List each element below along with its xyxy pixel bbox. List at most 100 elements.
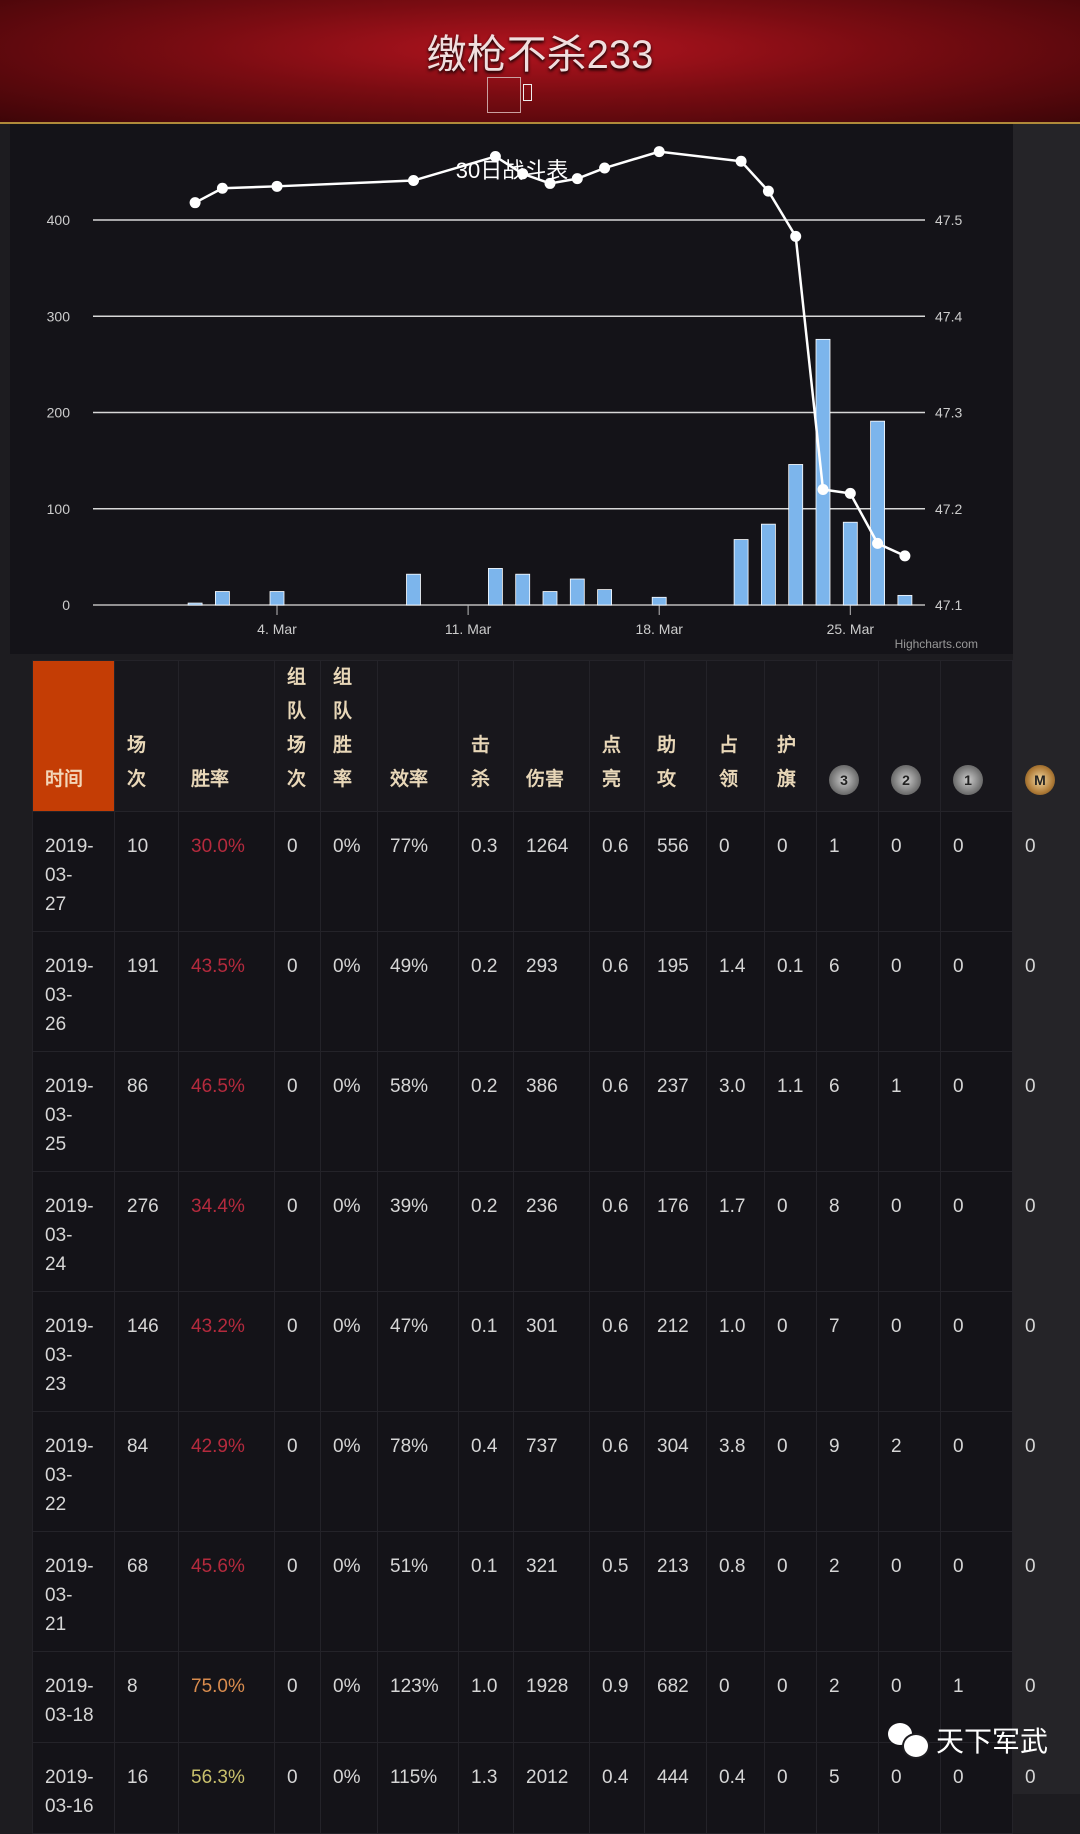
column-header[interactable]: 击杀: [458, 660, 514, 812]
stat-cell: 1.0: [706, 1291, 765, 1412]
column-header[interactable]: 效率: [377, 660, 459, 812]
stat-cell: 84: [114, 1411, 179, 1532]
clan-badge-icon: [487, 77, 521, 113]
stat-cell: 8: [114, 1651, 179, 1743]
stat-cell: 2: [878, 1411, 941, 1532]
column-header[interactable]: 3: [816, 660, 879, 812]
battle-chart: 0 47.1 100 47.2 200 47.3 300 47.4 400 47.5 4. Mar 1…: [47, 146, 978, 651]
stat-cell: 0: [274, 931, 321, 1052]
stat-cell: 0.8: [706, 1531, 765, 1652]
stat-cell: 0.6: [589, 1291, 645, 1412]
stat-cell: 77%: [377, 811, 459, 932]
medal-1-icon: 1: [953, 765, 983, 795]
line-point: [271, 180, 283, 192]
stat-cell: 8: [816, 1171, 879, 1292]
y-left-tick-label: 0: [62, 597, 70, 613]
stat-cell: 304: [644, 1411, 707, 1532]
winrate-cell: 46.5%: [178, 1051, 275, 1172]
badge-placeholder-icon: [523, 84, 532, 101]
column-header[interactable]: 场次: [114, 660, 179, 812]
column-header[interactable]: 点亮: [589, 660, 645, 812]
stat-cell: 10: [114, 811, 179, 932]
table-row: 2019- 03-16 16 56.3% 0 0% 115% 1.3 2012 0.4 444 0.4…: [32, 1742, 1036, 1834]
bar-battles: [214, 591, 230, 606]
player-header: 缴枪不杀233: [0, 0, 1080, 124]
daily-stats-table: 时间 场次 胜率 组队场次 组队胜率 效率 击杀 伤害 点亮 助攻 占领 护旗 3 2 1 M 2019- 03…: [32, 660, 1055, 1834]
bar-battles: [569, 578, 585, 606]
stat-cell: 7: [816, 1291, 879, 1412]
line-point: [571, 173, 583, 185]
bar-battles: [733, 539, 749, 606]
stat-cell: 737: [513, 1411, 590, 1532]
stat-cell: 146: [114, 1291, 179, 1412]
stat-cell: 86: [114, 1051, 179, 1172]
column-header-label: 击杀: [471, 735, 491, 790]
column-header[interactable]: 伤害: [513, 660, 590, 812]
stat-cell: 1: [940, 1651, 1013, 1743]
right-margin: [1013, 124, 1080, 1794]
medal-3-icon: 3: [829, 765, 859, 795]
stat-cell: 0: [706, 1651, 765, 1743]
bar-battles: [761, 523, 776, 606]
stat-cell: 0.1: [764, 931, 817, 1052]
stat-cell: 0%: [320, 1411, 378, 1532]
stat-cell: 0: [764, 811, 817, 932]
bar-battles: [515, 573, 531, 606]
stat-cell: 0.4: [589, 1742, 645, 1834]
wechat-icon: [888, 1723, 930, 1759]
column-header[interactable]: 胜率: [178, 660, 275, 812]
bar-battles: [597, 589, 612, 606]
stat-cell: 682: [644, 1651, 707, 1743]
column-header[interactable]: 护旗: [764, 660, 817, 812]
column-header[interactable]: 组队场次: [274, 660, 321, 812]
bar-battles: [542, 591, 558, 606]
stat-cell: 0: [878, 1171, 941, 1292]
x-tick-label: 4. Mar: [257, 621, 297, 637]
column-header[interactable]: 2: [878, 660, 941, 812]
stat-cell: 0%: [320, 1742, 378, 1834]
date-cell: 2019- 03- 21: [32, 1531, 115, 1652]
stat-cell: 176: [644, 1171, 707, 1292]
column-header[interactable]: 占领: [706, 660, 765, 812]
stat-cell: 0: [274, 1742, 321, 1834]
stat-cell: 213: [644, 1531, 707, 1652]
stat-cell: 0: [274, 1291, 321, 1412]
stat-cell: 2012: [513, 1742, 590, 1834]
line-point: [899, 550, 911, 562]
stat-cell: 386: [513, 1051, 590, 1172]
bar-battles: [788, 464, 804, 606]
x-tick-label: 18. Mar: [635, 621, 683, 637]
date-cell: 2019- 03- 25: [32, 1051, 115, 1172]
stat-cell: 0.6: [589, 1171, 645, 1292]
stat-cell: 0%: [320, 1651, 378, 1743]
x-tick-label: 11. Mar: [445, 621, 492, 637]
stat-cell: 51%: [377, 1531, 459, 1652]
stat-cell: 0: [274, 1651, 321, 1743]
column-header[interactable]: 助攻: [644, 660, 707, 812]
stat-cell: 0: [878, 1291, 941, 1412]
stat-cell: 68: [114, 1531, 179, 1652]
column-header[interactable]: 1: [940, 660, 1013, 812]
winrate-cell: 43.5%: [178, 931, 275, 1052]
column-header-label: 组队胜率: [333, 667, 353, 790]
stat-cell: 9: [816, 1411, 879, 1532]
stat-cell: 1.4: [706, 931, 765, 1052]
stat-cell: 1.0: [458, 1651, 514, 1743]
stat-cell: 0%: [320, 1291, 378, 1412]
stat-cell: 0: [940, 1051, 1013, 1172]
stat-cell: 0.1: [458, 1531, 514, 1652]
stat-cell: 301: [513, 1291, 590, 1412]
column-header[interactable]: 时间: [32, 660, 115, 812]
stat-cell: 0: [940, 1291, 1013, 1412]
bar-battles: [842, 521, 858, 606]
stat-cell: 0: [940, 931, 1013, 1052]
line-point: [844, 487, 856, 499]
player-name: 缴枪不杀233: [426, 33, 654, 77]
column-header[interactable]: 组队胜率: [320, 660, 378, 812]
stat-cell: 0: [764, 1742, 817, 1834]
stat-cell: 236: [513, 1171, 590, 1292]
winrate-cell: 34.4%: [178, 1171, 275, 1292]
date-cell: 2019- 03- 27: [32, 811, 115, 932]
chart-title: 30日战斗表: [456, 158, 568, 183]
line-point: [599, 162, 611, 174]
